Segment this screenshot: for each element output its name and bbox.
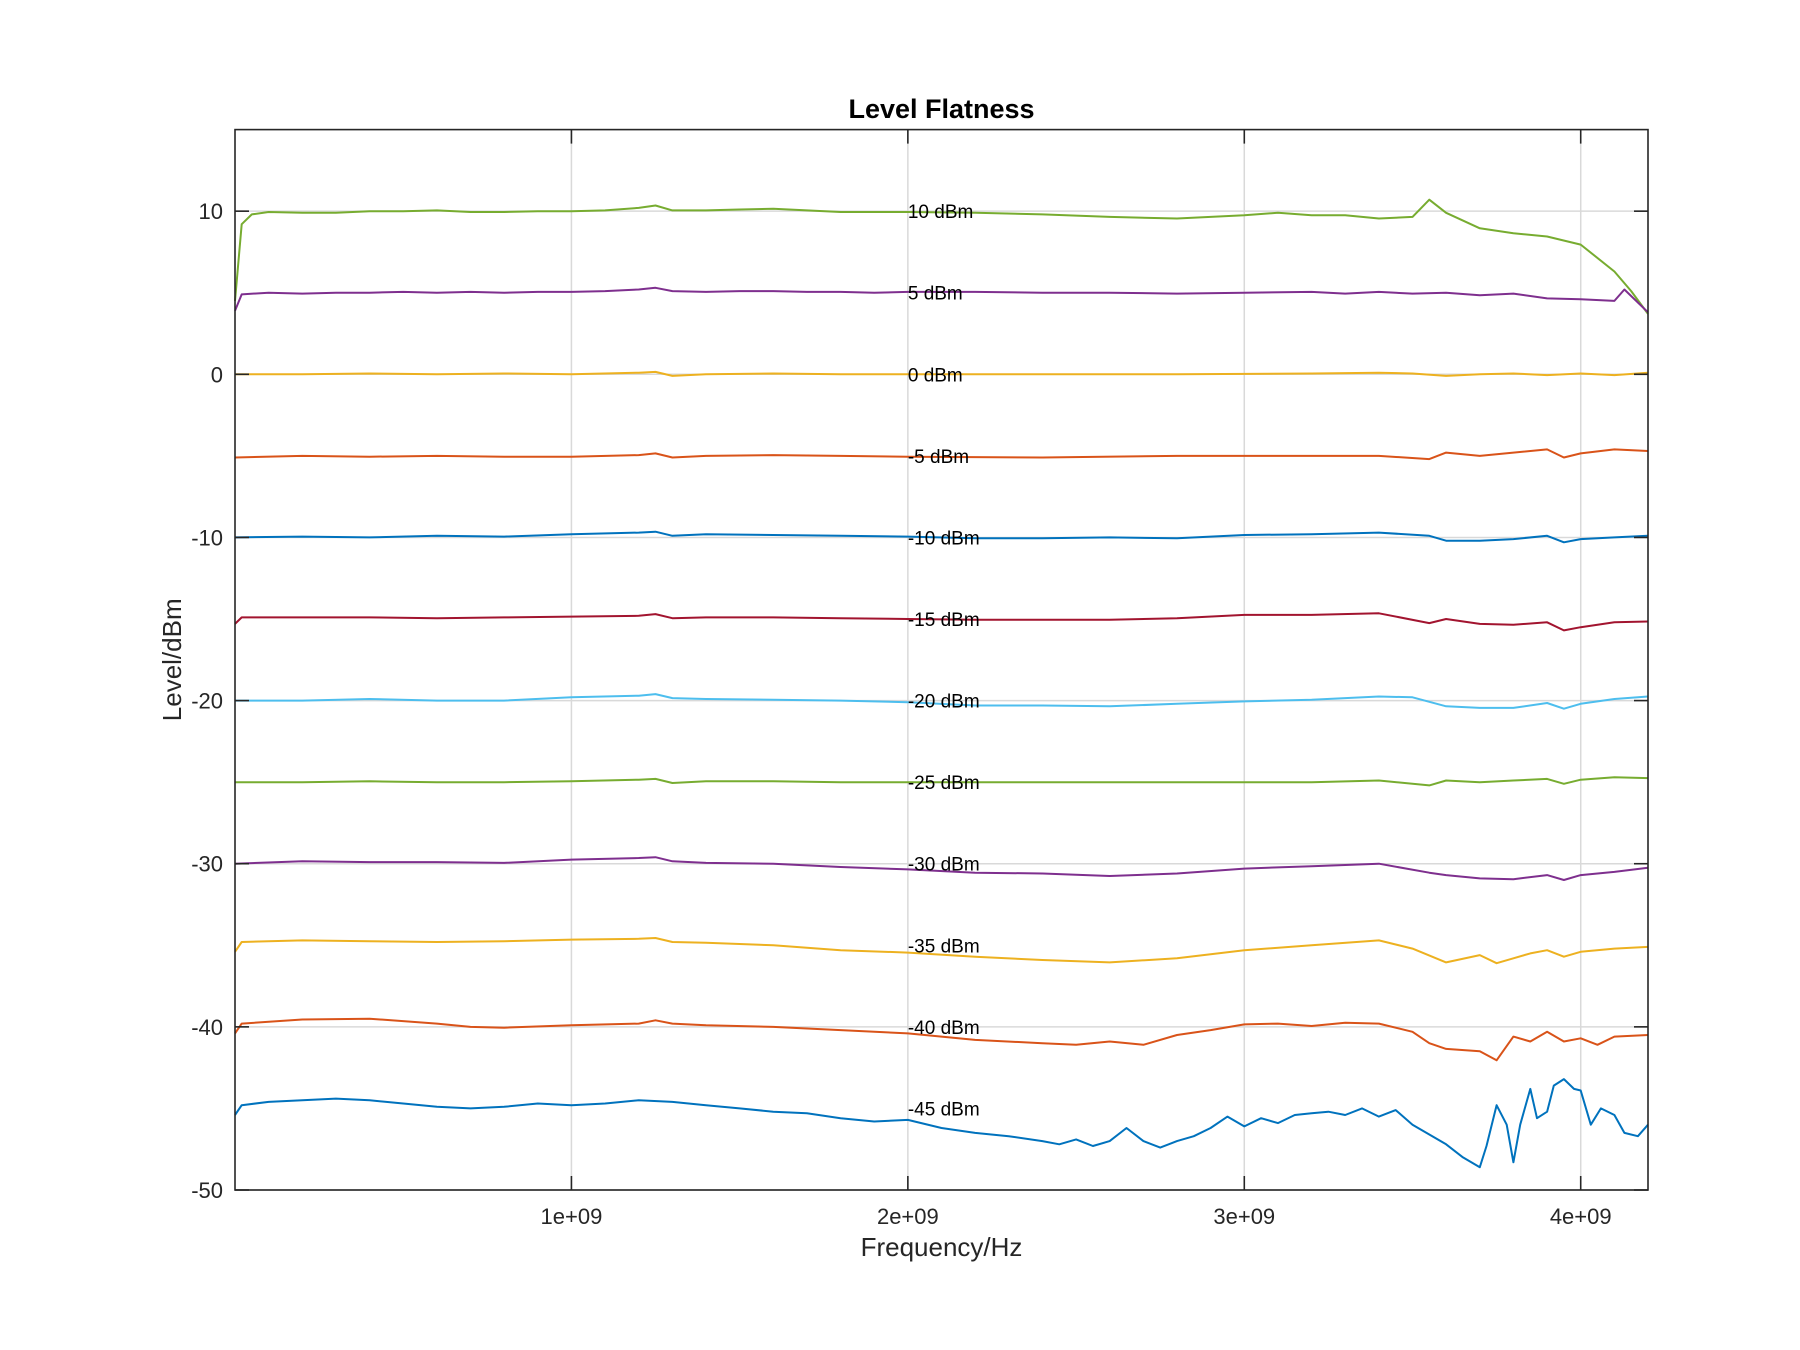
series-label: -40 dBm — [908, 1018, 980, 1039]
x-axis-label: Frequency/Hz — [861, 1232, 1023, 1262]
series-label: -45 dBm — [908, 1099, 980, 1120]
series-line--15-dbm — [234, 612, 1649, 632]
x-tick-label: 1e+09 — [541, 1204, 603, 1229]
y-tick-label: -50 — [191, 1178, 223, 1203]
series-label: -20 dBm — [908, 692, 980, 713]
series-label: 0 dBm — [908, 365, 963, 386]
y-axis-label: Level/dBm — [157, 598, 187, 721]
y-tick-label: -20 — [191, 689, 223, 714]
series-line--10-dbm — [234, 530, 1649, 544]
series-line--5-dbm — [234, 448, 1649, 461]
series-line-5-dbm — [234, 286, 1649, 314]
series-line--25-dbm — [235, 776, 1649, 787]
chart-title: Level Flatness — [848, 94, 1034, 124]
x-tick-label: 2e+09 — [877, 1204, 939, 1229]
x-tick-label: 4e+09 — [1550, 1204, 1612, 1229]
x-tick-label: 3e+09 — [1213, 1204, 1275, 1229]
series-label: -10 dBm — [908, 528, 980, 549]
y-tick-label: -30 — [191, 852, 223, 877]
series-label: -35 dBm — [908, 936, 980, 957]
series-labels: 10 dBm 5 dBm 0 dBm -5 dBm -10 dBm -15 dBm -20 … — [908, 202, 980, 1120]
series-label: -30 dBm — [908, 855, 980, 876]
y-tick-label: 0 — [211, 362, 223, 387]
series-line--40-dbm — [234, 1017, 1649, 1062]
series-line--30-dbm — [234, 856, 1649, 881]
series-label: -15 dBm — [908, 610, 980, 631]
series-lines — [234, 198, 1649, 1169]
series-label: -25 dBm — [908, 773, 980, 794]
plot-frame — [234, 128, 1649, 1191]
series-line-0-dbm — [235, 370, 1649, 377]
series-line--45-dbm — [234, 1078, 1649, 1169]
series-label: -5 dBm — [908, 447, 969, 468]
series-line-10-dbm — [234, 198, 1649, 315]
y-tick-label: -40 — [191, 1015, 223, 1040]
y-tick-label: 10 — [199, 199, 223, 224]
series-line--35-dbm — [234, 937, 1649, 965]
series-line--20-dbm — [235, 693, 1649, 710]
axis-ticks: 1e+09 2e+09 3e+09 4e+09 10 0 -10 -20 -30 -40 -50 — [191, 129, 1648, 1229]
y-tick-label: -10 — [191, 525, 223, 550]
series-label: 10 dBm — [908, 202, 973, 223]
series-label: 5 dBm — [908, 284, 963, 305]
